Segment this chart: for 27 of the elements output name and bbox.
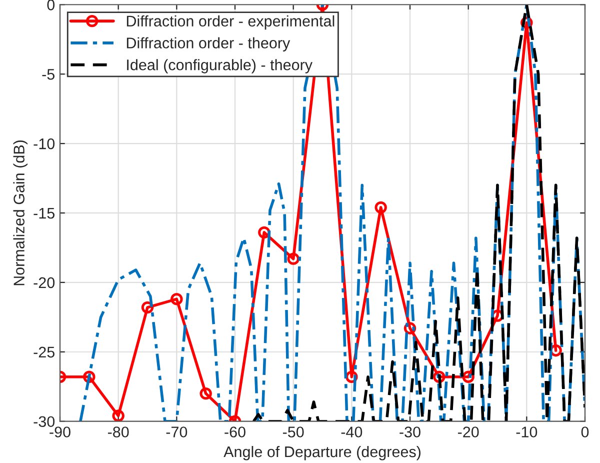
x-tick-label: -60: [224, 426, 246, 438]
y-tick-label: -25: [34, 346, 54, 358]
legend-label: Diffraction order - experimental: [126, 15, 334, 30]
point: [462, 370, 474, 383]
y-axis-title: Normalized Gain (dB): [13, 140, 28, 286]
x-tick-label: -90: [50, 426, 70, 438]
x-tick-label: 0: [581, 426, 589, 438]
y-tick-label: -20: [34, 277, 55, 288]
x-tick-label: -10: [516, 426, 538, 438]
y-tick-label: -30: [34, 416, 55, 428]
legend-label: Diffraction order - theory: [126, 37, 290, 52]
x-tick-label: -80: [108, 426, 129, 438]
point: [112, 410, 124, 422]
legend-label: Ideal (configurable) - theory: [127, 59, 312, 74]
x-tick-label: -40: [341, 426, 362, 438]
x-tick-label: -50: [282, 426, 304, 438]
x-tick-label: -30: [400, 426, 420, 438]
point: [374, 201, 387, 214]
point: [170, 292, 183, 306]
x-tick-label: -70: [166, 426, 188, 438]
point: [200, 387, 212, 400]
x-axis-title: Angle of Departure (degrees): [224, 446, 420, 460]
y-tick-label: -5: [42, 69, 54, 80]
y-tick-label: -15: [34, 208, 54, 219]
y-tick-label: -10: [34, 138, 55, 150]
x-tick-label: -20: [458, 426, 479, 438]
point: [287, 252, 300, 265]
